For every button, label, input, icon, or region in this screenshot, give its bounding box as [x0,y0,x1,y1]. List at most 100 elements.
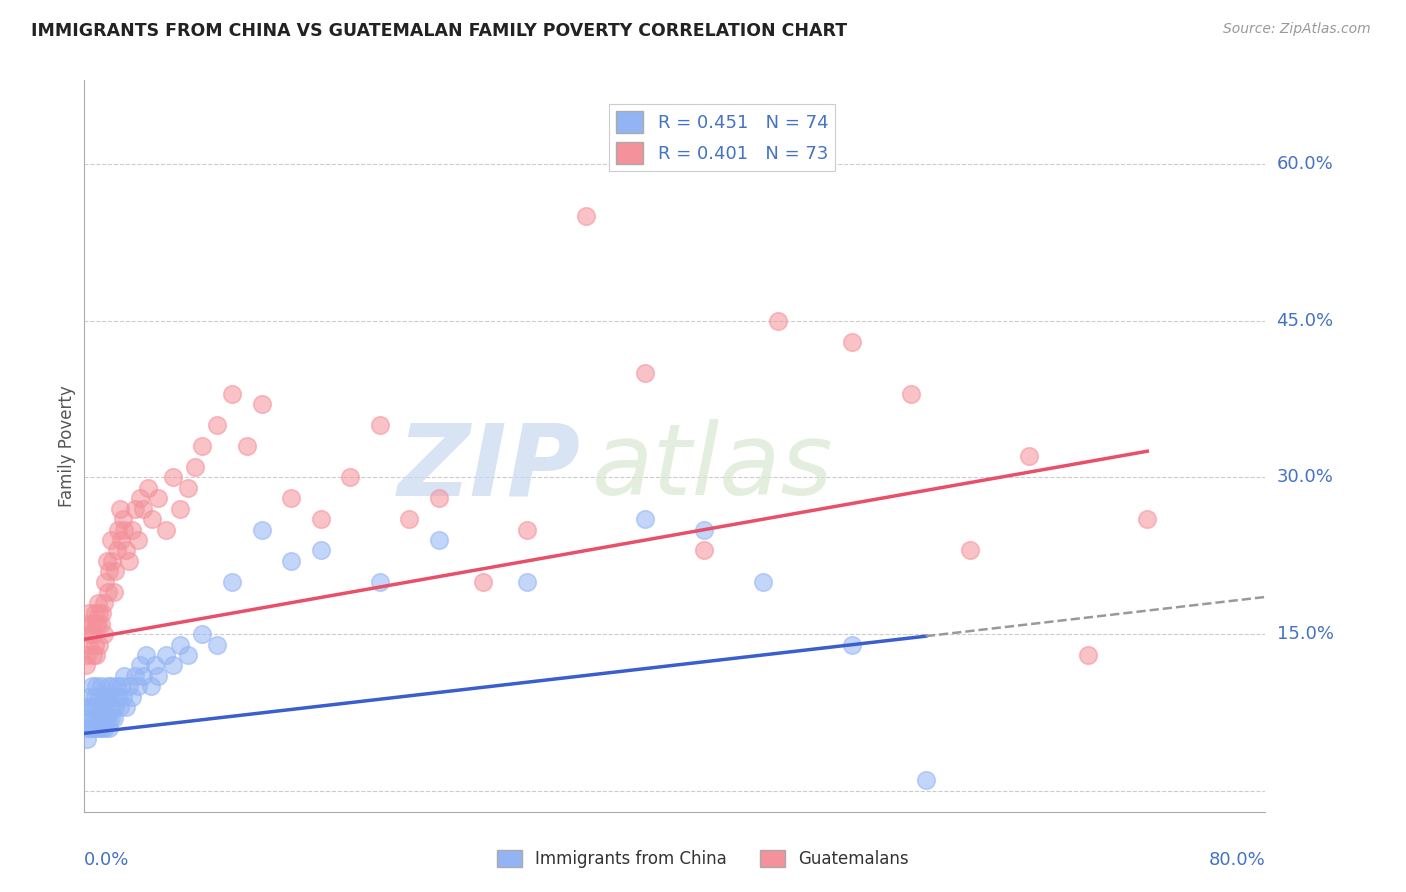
Text: IMMIGRANTS FROM CHINA VS GUATEMALAN FAMILY POVERTY CORRELATION CHART: IMMIGRANTS FROM CHINA VS GUATEMALAN FAMI… [31,22,846,40]
Point [103,690,125,704]
Text: 80.0%: 80.0% [1209,851,1265,869]
Point [110,533,132,547]
Point [768,313,790,327]
Point [75,658,97,673]
Point [98,565,121,579]
Point [93,596,115,610]
Point [87,721,111,735]
Point [143,658,166,673]
Point [177,648,200,662]
Point [79,627,101,641]
Point [398,512,420,526]
Point [141,512,163,526]
Point [1077,648,1099,662]
Text: 60.0%: 60.0% [1277,155,1333,173]
Point [339,470,361,484]
Point [101,554,124,568]
Point [94,574,117,589]
Point [136,481,159,495]
Point [77,638,100,652]
Point [693,543,716,558]
Point [91,700,114,714]
Point [76,616,98,631]
Point [104,700,127,714]
Point [693,523,716,537]
Point [1018,450,1040,464]
Point [132,501,155,516]
Point [91,606,114,620]
Point [94,700,117,714]
Point [114,700,136,714]
Point [90,679,112,693]
Point [280,554,302,568]
Point [236,439,259,453]
Point [135,648,157,662]
Point [162,658,184,673]
Text: 15.0%: 15.0% [1277,625,1333,643]
Point [77,606,100,620]
Point [107,523,129,537]
Point [191,439,214,453]
Point [82,721,104,735]
Point [280,491,302,506]
Point [841,638,863,652]
Point [100,533,122,547]
Point [84,679,107,693]
Point [139,679,162,693]
Point [155,648,177,662]
Point [634,366,657,380]
Text: 30.0%: 30.0% [1277,468,1333,486]
Point [77,711,100,725]
Point [96,711,118,725]
Y-axis label: Family Poverty: Family Poverty [58,385,76,507]
Point [79,721,101,735]
Point [368,418,391,433]
Text: Source: ZipAtlas.com: Source: ZipAtlas.com [1223,22,1371,37]
Point [98,721,121,735]
Point [100,679,122,693]
Point [177,481,200,495]
Point [309,512,332,526]
Point [472,574,495,589]
Point [77,690,100,704]
Point [169,638,191,652]
Point [250,397,273,411]
Point [82,648,104,662]
Point [108,501,131,516]
Point [121,523,143,537]
Point [96,690,118,704]
Point [118,679,141,693]
Point [94,721,117,735]
Point [148,669,170,683]
Point [82,627,104,641]
Point [575,209,598,223]
Text: ZIP: ZIP [398,419,581,516]
Point [207,638,229,652]
Point [87,638,111,652]
Point [97,711,120,725]
Point [93,627,115,641]
Point [87,606,111,620]
Point [752,574,775,589]
Point [112,669,135,683]
Point [118,554,141,568]
Point [129,658,152,673]
Point [191,627,214,641]
Point [97,679,120,693]
Point [129,491,152,506]
Point [427,533,450,547]
Point [121,690,143,704]
Point [127,533,149,547]
Point [368,574,391,589]
Point [75,721,97,735]
Point [309,543,332,558]
Point [90,616,112,631]
Point [516,523,538,537]
Point [84,721,107,735]
Point [80,711,103,725]
Point [80,616,103,631]
Point [90,711,112,725]
Point [107,690,129,704]
Point [114,543,136,558]
Point [132,669,155,683]
